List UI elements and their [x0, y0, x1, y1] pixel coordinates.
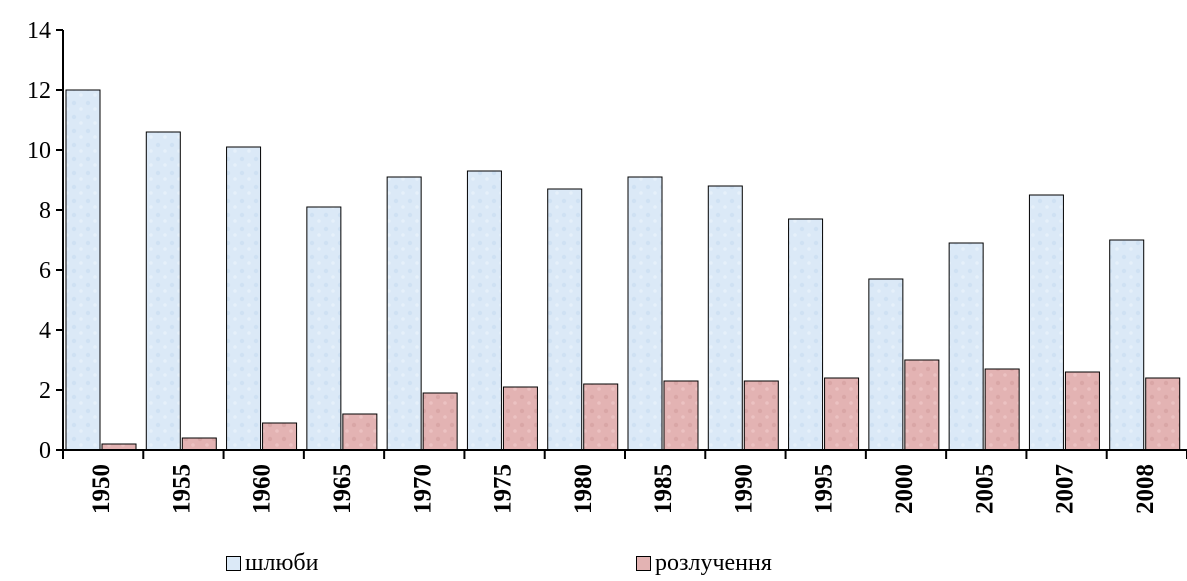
bar-divorces — [262, 422, 298, 451]
legend-label-divorces: розлучення — [655, 550, 772, 576]
bar-divorces — [984, 368, 1020, 451]
y-tick-label: 6 — [39, 258, 51, 284]
y-tick-label: 10 — [27, 138, 51, 164]
x-tick-label: 1955 — [168, 464, 195, 514]
bar-marriages — [145, 131, 181, 451]
x-tick-label: 2000 — [891, 464, 918, 514]
bars — [65, 89, 1181, 451]
bar-marriages — [868, 278, 904, 451]
bar-marriages — [226, 146, 262, 451]
x-tick-label: 2007 — [1052, 464, 1079, 514]
bar-divorces — [1064, 371, 1100, 451]
bar-marriages — [1109, 239, 1145, 451]
bar-marriages — [306, 206, 342, 451]
legend-label-marriages: шлюби — [245, 550, 319, 576]
bar-marriages — [627, 176, 663, 451]
bar-divorces — [422, 392, 458, 451]
bar-marriages — [65, 89, 101, 451]
x-tick-label: 1990 — [730, 464, 757, 514]
x-tick-label: 1995 — [811, 464, 838, 514]
y-tick-label: 2 — [39, 378, 51, 404]
bar-divorces — [583, 383, 619, 451]
y-tick-label: 8 — [39, 198, 51, 224]
y-tick-label: 12 — [27, 78, 51, 104]
x-tick-label: 1950 — [88, 464, 115, 514]
x-tick-label: 1980 — [570, 464, 597, 514]
x-tick-label: 1970 — [409, 464, 436, 514]
y-axis: 0 2 4 6 8 10 12 14 — [27, 18, 64, 464]
y-tick-label: 4 — [39, 318, 51, 344]
x-tick-label: 1965 — [329, 464, 356, 514]
bar-divorces — [824, 377, 860, 451]
y-tick-label: 14 — [27, 18, 51, 44]
legend-item-marriages: шлюби — [226, 551, 318, 575]
bar-divorces — [502, 386, 538, 451]
bar-marriages — [547, 188, 583, 451]
x-tick-label: 2005 — [971, 464, 998, 514]
x-tick-label: 1975 — [490, 464, 517, 514]
bar-marriages — [788, 218, 824, 451]
bar-divorces — [904, 359, 940, 451]
bar-marriages — [948, 242, 984, 451]
x-tick-label: 2008 — [1132, 464, 1159, 514]
bar-divorces — [1145, 377, 1181, 451]
y-tick-label: 0 — [39, 438, 51, 464]
bar-divorces — [181, 437, 217, 451]
bar-marriages — [466, 170, 502, 451]
bar-marriages — [707, 185, 743, 451]
legend-item-divorces: розлучення — [636, 551, 772, 575]
bar-marriages — [386, 176, 422, 451]
legend-swatch-marriages — [226, 555, 241, 571]
bar-marriages — [1028, 194, 1064, 451]
x-axis: 1950 1955 1960 1965 1970 1975 1980 1985 1990 1995… — [62, 449, 1187, 514]
bar-divorces — [342, 413, 378, 451]
bar-divorces — [743, 380, 779, 451]
bar-divorces — [663, 380, 699, 451]
legend-swatch-divorces — [636, 555, 651, 571]
x-tick-label: 1960 — [249, 464, 276, 514]
x-tick-label: 1985 — [650, 464, 677, 514]
